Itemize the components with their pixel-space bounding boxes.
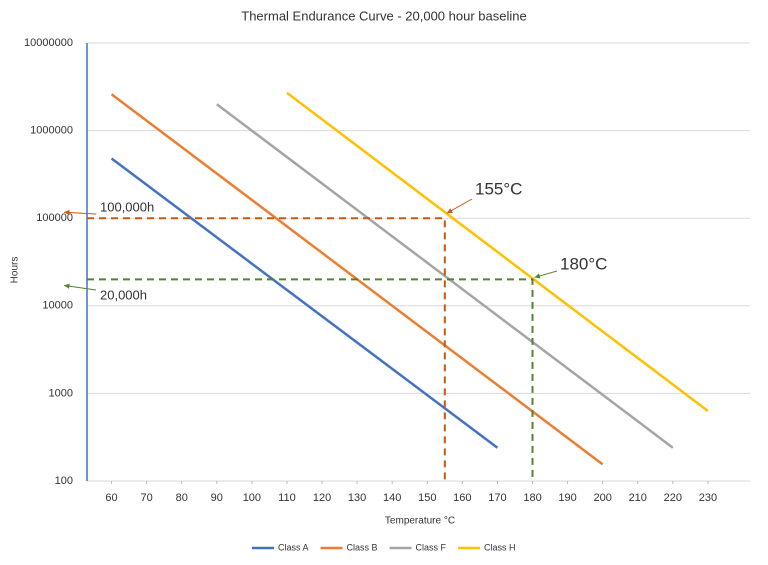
guide-x-label: 180°C: [560, 254, 607, 273]
x-tick-label: 170: [488, 492, 506, 504]
x-tick-label: 110: [278, 492, 296, 504]
legend-label: Class B: [347, 542, 378, 552]
chart-title: Thermal Endurance Curve - 20,000 hour ba…: [241, 8, 526, 23]
x-tick-label: 140: [383, 492, 401, 504]
x-tick-label: 120: [313, 492, 331, 504]
y-tick-label: 100000: [36, 212, 73, 224]
x-tick-label: 160: [453, 492, 471, 504]
x-tick-label: 200: [593, 492, 611, 504]
y-axis-label: Hours: [10, 257, 21, 284]
arrow-head: [534, 273, 541, 279]
series-line: [110, 157, 499, 449]
y-tick-label: 10000: [42, 300, 73, 312]
guide-line: [87, 217, 446, 481]
y-tick-label: 1000000: [30, 125, 73, 137]
x-tick-label: 60: [105, 492, 117, 504]
legend-label: Class F: [416, 542, 447, 552]
guide-line: [87, 278, 534, 481]
y-tick-label: 10000000: [24, 37, 73, 49]
series-line: [286, 91, 709, 412]
legend-label: Class A: [278, 542, 309, 552]
y-tick-label: 100: [55, 475, 73, 487]
x-tick-label: 180: [523, 492, 541, 504]
x-tick-label: 190: [558, 492, 576, 504]
arrow-head: [446, 208, 453, 214]
x-tick-label: 230: [699, 492, 717, 504]
y-tick-label: 1000: [49, 387, 73, 399]
arrow-head: [64, 209, 70, 216]
guide-y-label: 100,000h: [100, 199, 154, 214]
legend-label: Class H: [484, 542, 516, 552]
guide-x-label: 155°C: [475, 179, 522, 198]
guide-y-label: 20,000h: [100, 287, 147, 302]
x-axis-label: Temperature °C: [385, 516, 455, 527]
x-tick-label: 80: [176, 492, 188, 504]
x-tick-label: 210: [629, 492, 647, 504]
x-tick-label: 100: [243, 492, 261, 504]
x-tick-label: 130: [348, 492, 366, 504]
x-tick-label: 70: [141, 492, 153, 504]
x-tick-label: 150: [418, 492, 436, 504]
x-tick-label: 90: [211, 492, 223, 504]
series-line: [216, 103, 674, 449]
arrow-head: [64, 283, 70, 289]
x-tick-label: 220: [664, 492, 682, 504]
